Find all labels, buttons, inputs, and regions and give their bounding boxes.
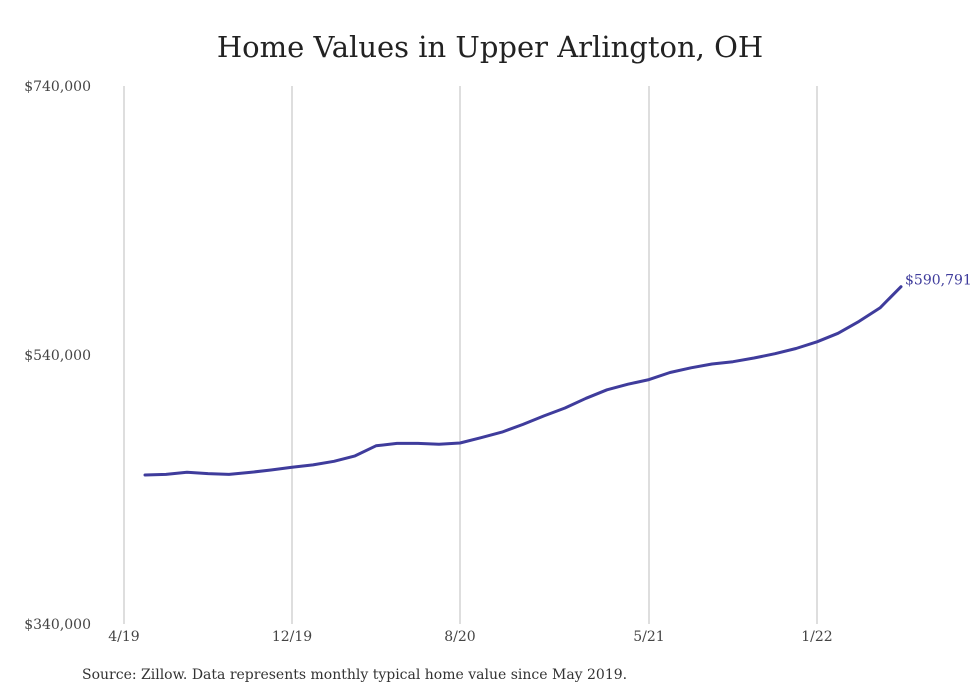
gridlines [123,86,818,624]
x-tick-label: 1/22 [801,629,832,645]
x-axis-ticks: 4/19 12/19 8/20 5/21 1/22 [108,629,832,645]
x-tick-label: 12/19 [272,629,312,645]
y-tick-label: $740,000 [24,79,91,95]
y-axis-ticks: $740,000 $540,000 $340,000 [24,79,91,633]
series-layer [143,285,903,477]
y-tick-label: $540,000 [24,348,91,364]
home-value-line [143,285,903,477]
x-tick-label: 5/21 [633,629,664,645]
annotation-layer: $590,791 [905,273,972,289]
end-value-label: $590,791 [905,273,972,289]
chart-source-note: Source: Zillow. Data represents monthly … [82,667,628,683]
y-tick-label: $340,000 [24,617,91,633]
chart-title: Home Values in Upper Arlington, OH [216,30,764,64]
x-tick-label: 8/20 [444,629,475,645]
x-tick-label: 4/19 [108,629,139,645]
